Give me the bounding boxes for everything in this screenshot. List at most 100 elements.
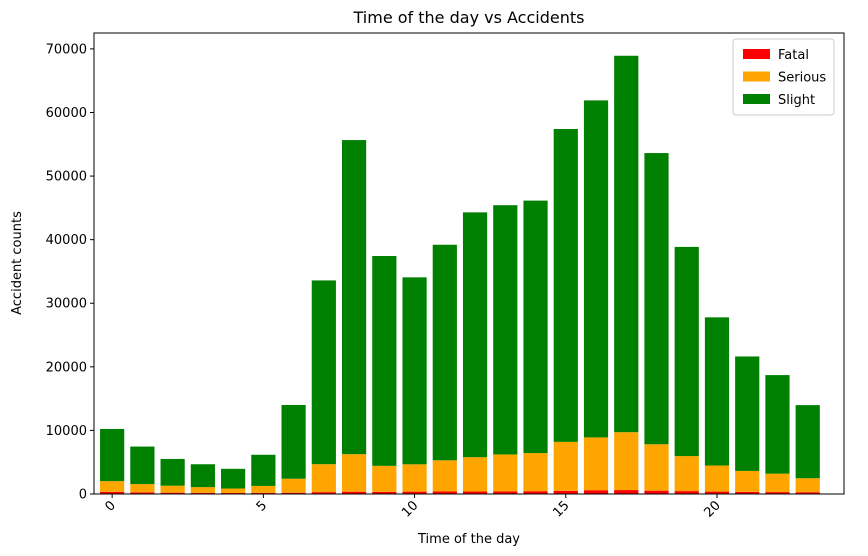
bar-slight-11 [432,244,457,461]
bar-serious-20 [704,465,730,492]
bar-slight-10 [402,277,427,465]
x-tick-label: 10 [399,498,421,520]
bar-fatal-21 [735,491,760,494]
legend-swatch-slight [743,94,770,104]
bar-fatal-19 [674,491,699,494]
legend-label-serious: Serious [778,71,826,86]
bar-slight-7 [311,280,336,465]
y-tick-label: 10000 [46,424,87,439]
bar-slight-15 [553,129,578,442]
bar-serious-14 [523,453,548,492]
bar-serious-4 [221,488,246,493]
y-tick-label: 0 [79,488,87,503]
bar-serious-1 [130,484,155,493]
x-tick-label: 5 [254,498,270,514]
bar-fatal-3 [190,492,215,494]
bar-slight-1 [130,446,155,485]
bar-serious-18 [644,444,669,491]
bar-fatal-20 [704,491,730,494]
bar-fatal-15 [553,490,578,494]
bar-fatal-17 [614,490,639,494]
bar-serious-15 [553,441,578,491]
bar-serious-0 [100,481,125,492]
bar-serious-16 [583,437,609,491]
bar-serious-6 [281,478,306,493]
legend: Fatal Serious Slight [732,38,835,116]
bar-slight-6 [281,404,306,479]
bar-slight-23 [795,405,820,479]
bar-fatal-12 [462,491,488,494]
bar-fatal-8 [341,491,367,494]
y-tick-label: 60000 [46,106,87,121]
bar-serious-13 [493,454,518,492]
bar-slight-20 [704,317,730,466]
x-tick-label: 20 [702,498,724,520]
x-axis: 0 5 10 15 20 [103,494,724,521]
bar-serious-21 [735,470,760,492]
bar-serious-7 [311,464,336,493]
x-axis-title: Time of the day [417,532,520,547]
bar-slight-14 [523,200,548,454]
bar-serious-17 [614,432,639,491]
bar-serious-23 [795,478,820,493]
legend-label-slight: Slight [778,93,815,108]
bar-slight-8 [341,140,367,455]
legend-label-fatal: Fatal [778,48,809,63]
bar-fatal-18 [644,490,669,494]
bar-fatal-9 [372,491,397,494]
bars-layer [100,55,820,494]
bar-serious-2 [160,485,185,493]
bar-serious-11 [432,460,457,492]
bar-fatal-1 [130,492,155,494]
bar-slight-0 [100,428,125,482]
x-tick-label: 15 [550,498,572,520]
bar-fatal-10 [402,491,427,494]
bar-fatal-2 [160,492,185,494]
bar-slight-16 [583,100,609,438]
bar-fatal-16 [583,490,609,494]
legend-swatch-serious [743,71,770,82]
plot-frame [93,32,845,495]
x-tick-label: 0 [103,498,119,514]
chart-title: Time of the day vs Accidents [353,8,585,27]
bar-fatal-22 [765,492,790,494]
bar-fatal-4 [221,492,246,494]
y-tick-label: 40000 [46,233,87,248]
bar-fatal-13 [493,491,518,494]
bar-fatal-11 [432,491,457,494]
y-axis: 0 10000 20000 30000 40000 50000 60000 70000 [46,42,94,503]
bar-serious-22 [765,473,790,493]
bar-fatal-0 [100,491,125,494]
bar-slight-2 [160,458,185,486]
bar-slight-3 [190,464,215,488]
y-tick-label: 70000 [46,42,87,57]
bar-serious-9 [372,465,397,492]
bar-fatal-5 [251,492,276,494]
legend-swatch-fatal [743,49,770,59]
bar-slight-17 [614,55,639,433]
bar-fatal-7 [311,492,336,494]
bar-serious-3 [190,487,215,493]
bar-slight-13 [493,205,518,455]
bar-slight-19 [674,246,699,457]
bar-serious-8 [341,454,367,492]
bar-serious-19 [674,456,699,492]
bar-fatal-14 [523,491,548,494]
bar-slight-21 [735,356,760,471]
y-tick-label: 50000 [46,170,87,185]
y-tick-label: 20000 [46,360,87,375]
bar-serious-5 [251,485,276,493]
bar-slight-5 [251,454,276,486]
bar-slight-12 [462,212,488,458]
bar-slight-9 [372,255,397,466]
bar-slight-22 [765,375,790,474]
bar-fatal-23 [795,492,820,494]
bar-serious-10 [402,464,427,492]
y-axis-title: Accident counts [10,211,25,315]
bar-fatal-6 [281,492,306,494]
y-tick-label: 30000 [46,297,87,312]
bar-serious-12 [462,457,488,492]
bar-slight-4 [221,468,246,489]
